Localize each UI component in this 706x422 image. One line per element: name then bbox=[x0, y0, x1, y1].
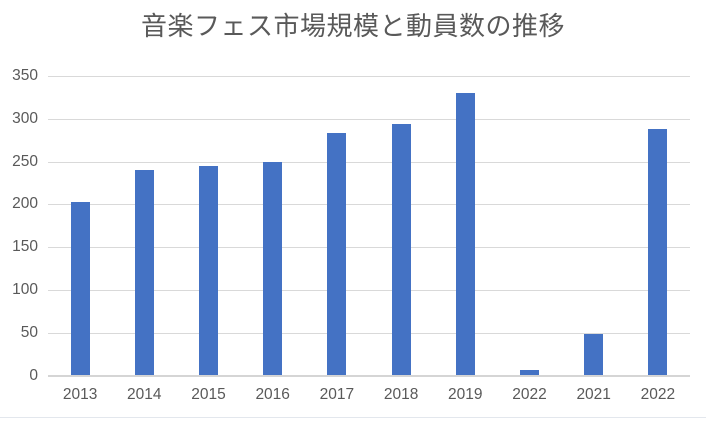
y-axis-tick-label: 200 bbox=[12, 195, 38, 213]
y-axis-tick-label: 250 bbox=[12, 152, 38, 170]
gridline bbox=[48, 204, 690, 206]
gridline bbox=[48, 76, 690, 77]
bar bbox=[134, 170, 154, 376]
gridline bbox=[48, 118, 690, 120]
y-axis-tick-label: 350 bbox=[12, 67, 38, 84]
x-axis-tick-label: 2014 bbox=[127, 386, 162, 403]
x-axis-tick-label: 2013 bbox=[62, 386, 98, 403]
x-axis-tick-label: 2022 bbox=[640, 386, 676, 403]
bar bbox=[70, 201, 90, 376]
y-axis-tick-label: 100 bbox=[12, 280, 38, 298]
y-axis-tick-label: 0 bbox=[29, 366, 38, 384]
x-axis-tick-label: 2015 bbox=[191, 386, 226, 403]
gridline bbox=[48, 247, 690, 249]
bar bbox=[263, 162, 283, 376]
x-axis-line bbox=[48, 374, 690, 377]
bar bbox=[520, 369, 539, 376]
y-axis-tick-label: 50 bbox=[20, 323, 38, 341]
bar bbox=[327, 133, 347, 376]
sheet-row-border bbox=[0, 417, 706, 418]
bar bbox=[584, 334, 604, 376]
chart-title: 音楽フェス市場規模と動員数の推移 bbox=[140, 11, 565, 41]
bar bbox=[648, 129, 668, 376]
x-axis-tick-label: 2022 bbox=[512, 386, 547, 403]
bar bbox=[199, 165, 218, 376]
x-axis-tick-label: 2016 bbox=[255, 386, 290, 403]
gridline bbox=[48, 161, 690, 163]
gridline bbox=[48, 289, 690, 291]
bar bbox=[455, 93, 475, 376]
gridline bbox=[48, 332, 690, 334]
y-axis-tick-label: 150 bbox=[12, 238, 38, 256]
y-axis-tick-label: 300 bbox=[12, 109, 38, 127]
x-axis-tick-label: 2018 bbox=[383, 386, 419, 403]
x-axis-tick-label: 2021 bbox=[576, 386, 611, 403]
bar bbox=[391, 123, 411, 376]
x-axis-tick-label: 2017 bbox=[319, 386, 355, 403]
x-axis-tick-label: 2019 bbox=[448, 386, 483, 403]
